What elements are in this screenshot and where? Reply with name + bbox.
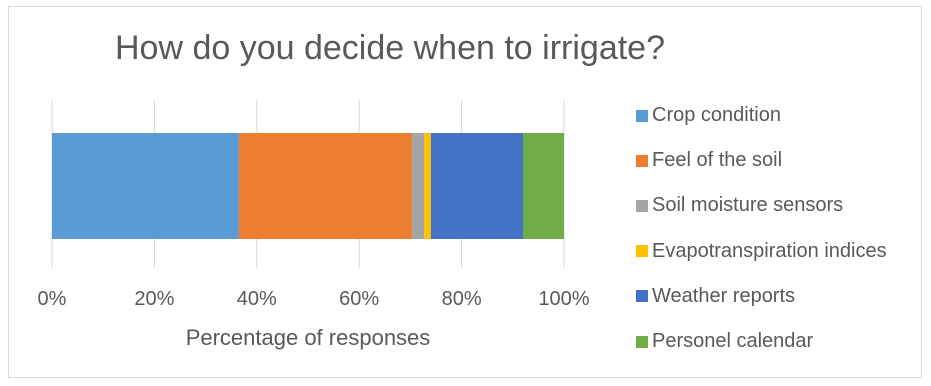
legend-label: Evapotranspiration indices bbox=[652, 239, 887, 262]
legend-label: Crop condition bbox=[652, 104, 781, 126]
bar-segment-feel-of-the-soil bbox=[238, 133, 412, 239]
legend-label: Personel calendar bbox=[652, 330, 814, 352]
x-tick-label: 20% bbox=[134, 288, 174, 310]
legend-swatch bbox=[636, 245, 648, 258]
bar-segment-crop-condition bbox=[52, 133, 239, 239]
legend-swatch bbox=[636, 199, 648, 212]
legend-label: Soil moisture sensors bbox=[652, 194, 844, 217]
x-tick-label: 80% bbox=[442, 288, 482, 310]
x-tick-label: 60% bbox=[339, 288, 379, 310]
bar-segment-weather-reports bbox=[430, 133, 524, 239]
bar-segment-soil-moisture-sensors bbox=[411, 133, 425, 239]
legend-swatch bbox=[636, 109, 648, 122]
x-tick-label: 40% bbox=[237, 288, 277, 310]
legend-label: Feel of the soil bbox=[652, 149, 783, 172]
legend-item: Evapotranspiration indices bbox=[636, 240, 887, 263]
legend-swatch bbox=[636, 335, 648, 348]
stacked-bar bbox=[52, 133, 564, 239]
legend-swatch bbox=[636, 154, 648, 167]
legend-item: Feel of the soil bbox=[636, 149, 782, 172]
legend-label: Weather reports bbox=[652, 284, 796, 307]
bar-segment-evapotranspiration-indices bbox=[424, 133, 431, 239]
x-axis-title: Percentage of responses bbox=[186, 325, 431, 350]
legend-item: Crop condition bbox=[636, 104, 781, 127]
legend-swatch bbox=[636, 290, 648, 303]
chart-title: How do you decide when to irrigate? bbox=[115, 29, 665, 67]
x-axis-ticks: 0% 20% 40% 60% 80% 100% bbox=[38, 288, 590, 310]
x-tick-label: 0% bbox=[38, 288, 67, 310]
x-tick-label: 100% bbox=[538, 288, 589, 310]
legend-item: Soil moisture sensors bbox=[636, 194, 843, 217]
legend-item: Weather reports bbox=[636, 285, 795, 308]
legend-item: Personel calendar bbox=[636, 330, 813, 353]
bar-segment-personel-calendar bbox=[523, 133, 564, 239]
